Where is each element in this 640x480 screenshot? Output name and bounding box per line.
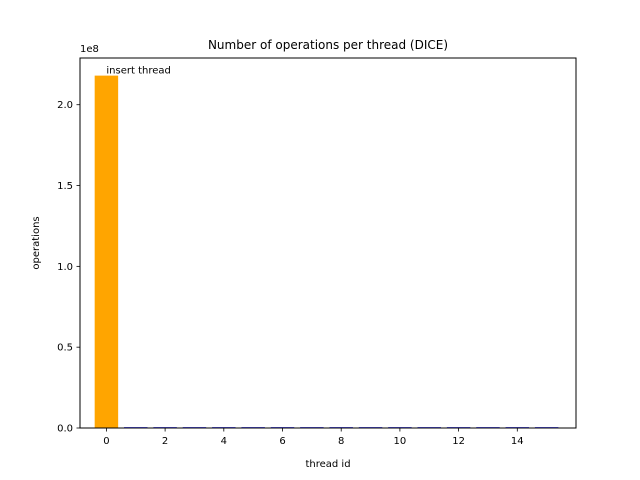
y-tick-label: 0.0 (57, 424, 73, 435)
x-tick-label: 12 (452, 436, 465, 447)
x-tick-label: 10 (394, 436, 407, 447)
y-tick-label: 1.0 (57, 262, 73, 273)
y-tick-label: 0.5 (57, 343, 73, 354)
x-tick-label: 4 (221, 436, 227, 447)
x-tick-label: 8 (338, 436, 344, 447)
x-tick-label: 14 (511, 436, 524, 447)
x-tick-label: 6 (279, 436, 285, 447)
y-axis-ticks: 0.0 0.5 1.0 1.5 2.0 (57, 100, 80, 435)
y-axis-label: operations (31, 216, 42, 269)
annotation-insert-thread: insert thread (106, 66, 170, 77)
x-axis-label: thread id (305, 459, 350, 470)
y-tick-label: 1.5 (57, 181, 73, 192)
y-tick-label: 2.0 (57, 100, 73, 111)
chart-title: Number of operations per thread (DICE) (208, 38, 448, 52)
bar-thread-0 (94, 75, 119, 428)
x-axis-ticks: 0 2 4 6 8 10 12 14 (103, 428, 524, 447)
axes-frame (79, 57, 577, 429)
annotations-group: insert thread (106, 66, 170, 77)
x-tick-label: 0 (103, 436, 109, 447)
y-axis-offset-text: 1e8 (80, 44, 99, 55)
x-tick-label: 2 (162, 436, 168, 447)
